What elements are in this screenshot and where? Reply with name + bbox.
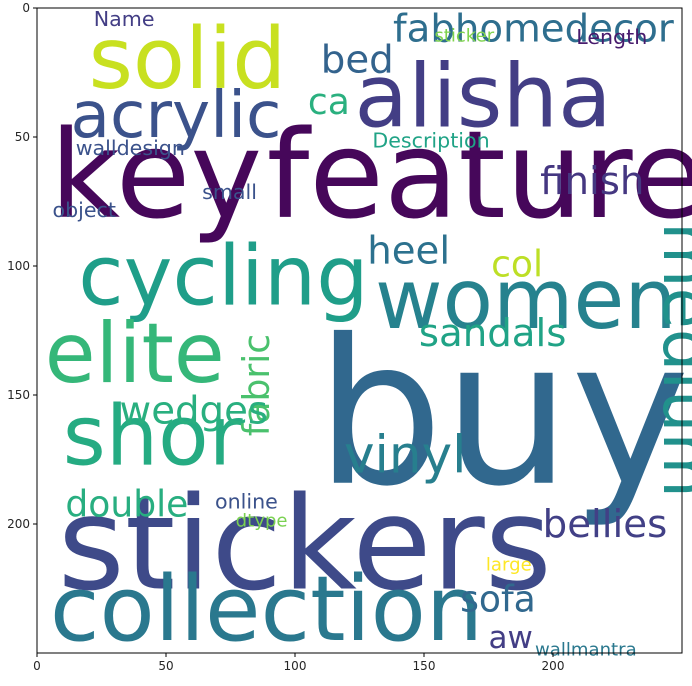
word-fabhomedecor: fabhomedecor (393, 7, 674, 52)
x-tick-label: 0 (33, 659, 41, 673)
x-tick-label: 50 (158, 659, 173, 673)
plot-background (37, 8, 682, 653)
word-finish: finish (540, 159, 644, 204)
word-acrylic: acrylic (71, 78, 282, 153)
word-women: women (375, 252, 677, 348)
word-fabric: fabric (236, 334, 278, 436)
word-wedges: wedges (120, 388, 269, 433)
word-key: key (50, 104, 262, 246)
word-name: Name (94, 7, 155, 31)
word-double: double (65, 483, 188, 525)
word-online: online (215, 490, 278, 514)
word-object: object (52, 198, 115, 222)
word-solid: solid (89, 10, 287, 109)
y-tick-label: 100 (7, 259, 30, 273)
x-tick-label: 150 (413, 659, 436, 673)
word-wallmantra: wallmantra (535, 640, 637, 661)
y-tick-label: 50 (15, 130, 30, 144)
word-features: features (267, 104, 692, 246)
word-bed: bed (321, 38, 394, 83)
word-sofa: sofa (460, 579, 536, 621)
y-axis: 0 50 100 150 200 (7, 1, 37, 531)
word-description: Description (372, 128, 489, 152)
word-length: Length (576, 25, 647, 49)
y-tick-label: 0 (22, 1, 30, 15)
word-col: col (491, 243, 543, 285)
word-elite: elite (45, 306, 225, 402)
word-buy: buy (316, 297, 690, 531)
word-heel: heel (367, 228, 450, 273)
x-tick-label: 100 (284, 659, 307, 673)
y-tick-label: 200 (7, 517, 30, 531)
word-shor: shor (63, 389, 243, 485)
word-bellies: bellies (543, 502, 668, 547)
word-large: large (486, 554, 532, 575)
plot-frame (36, 7, 683, 654)
word-stickers: stickers (58, 470, 552, 620)
y-tick-label: 150 (7, 388, 30, 402)
x-tick-label: 200 (542, 659, 565, 673)
word-collection: collection (50, 557, 483, 662)
word-aw: aw (489, 620, 533, 656)
word-sandals: sandals (419, 311, 567, 356)
x-axis: 0 50 100 150 200 (33, 653, 564, 673)
word-cycling: cycling (78, 229, 368, 325)
word-sticker: sticker (434, 26, 494, 47)
word-walldesign: walldesign (76, 136, 185, 160)
word-ca: ca (308, 81, 350, 123)
word-vinyl: vinyl (344, 425, 466, 485)
word-medium: medium (648, 222, 692, 498)
word-dtype: dtype (236, 511, 288, 532)
word-small: small (202, 180, 257, 204)
word-alisha: alisha (354, 46, 611, 148)
